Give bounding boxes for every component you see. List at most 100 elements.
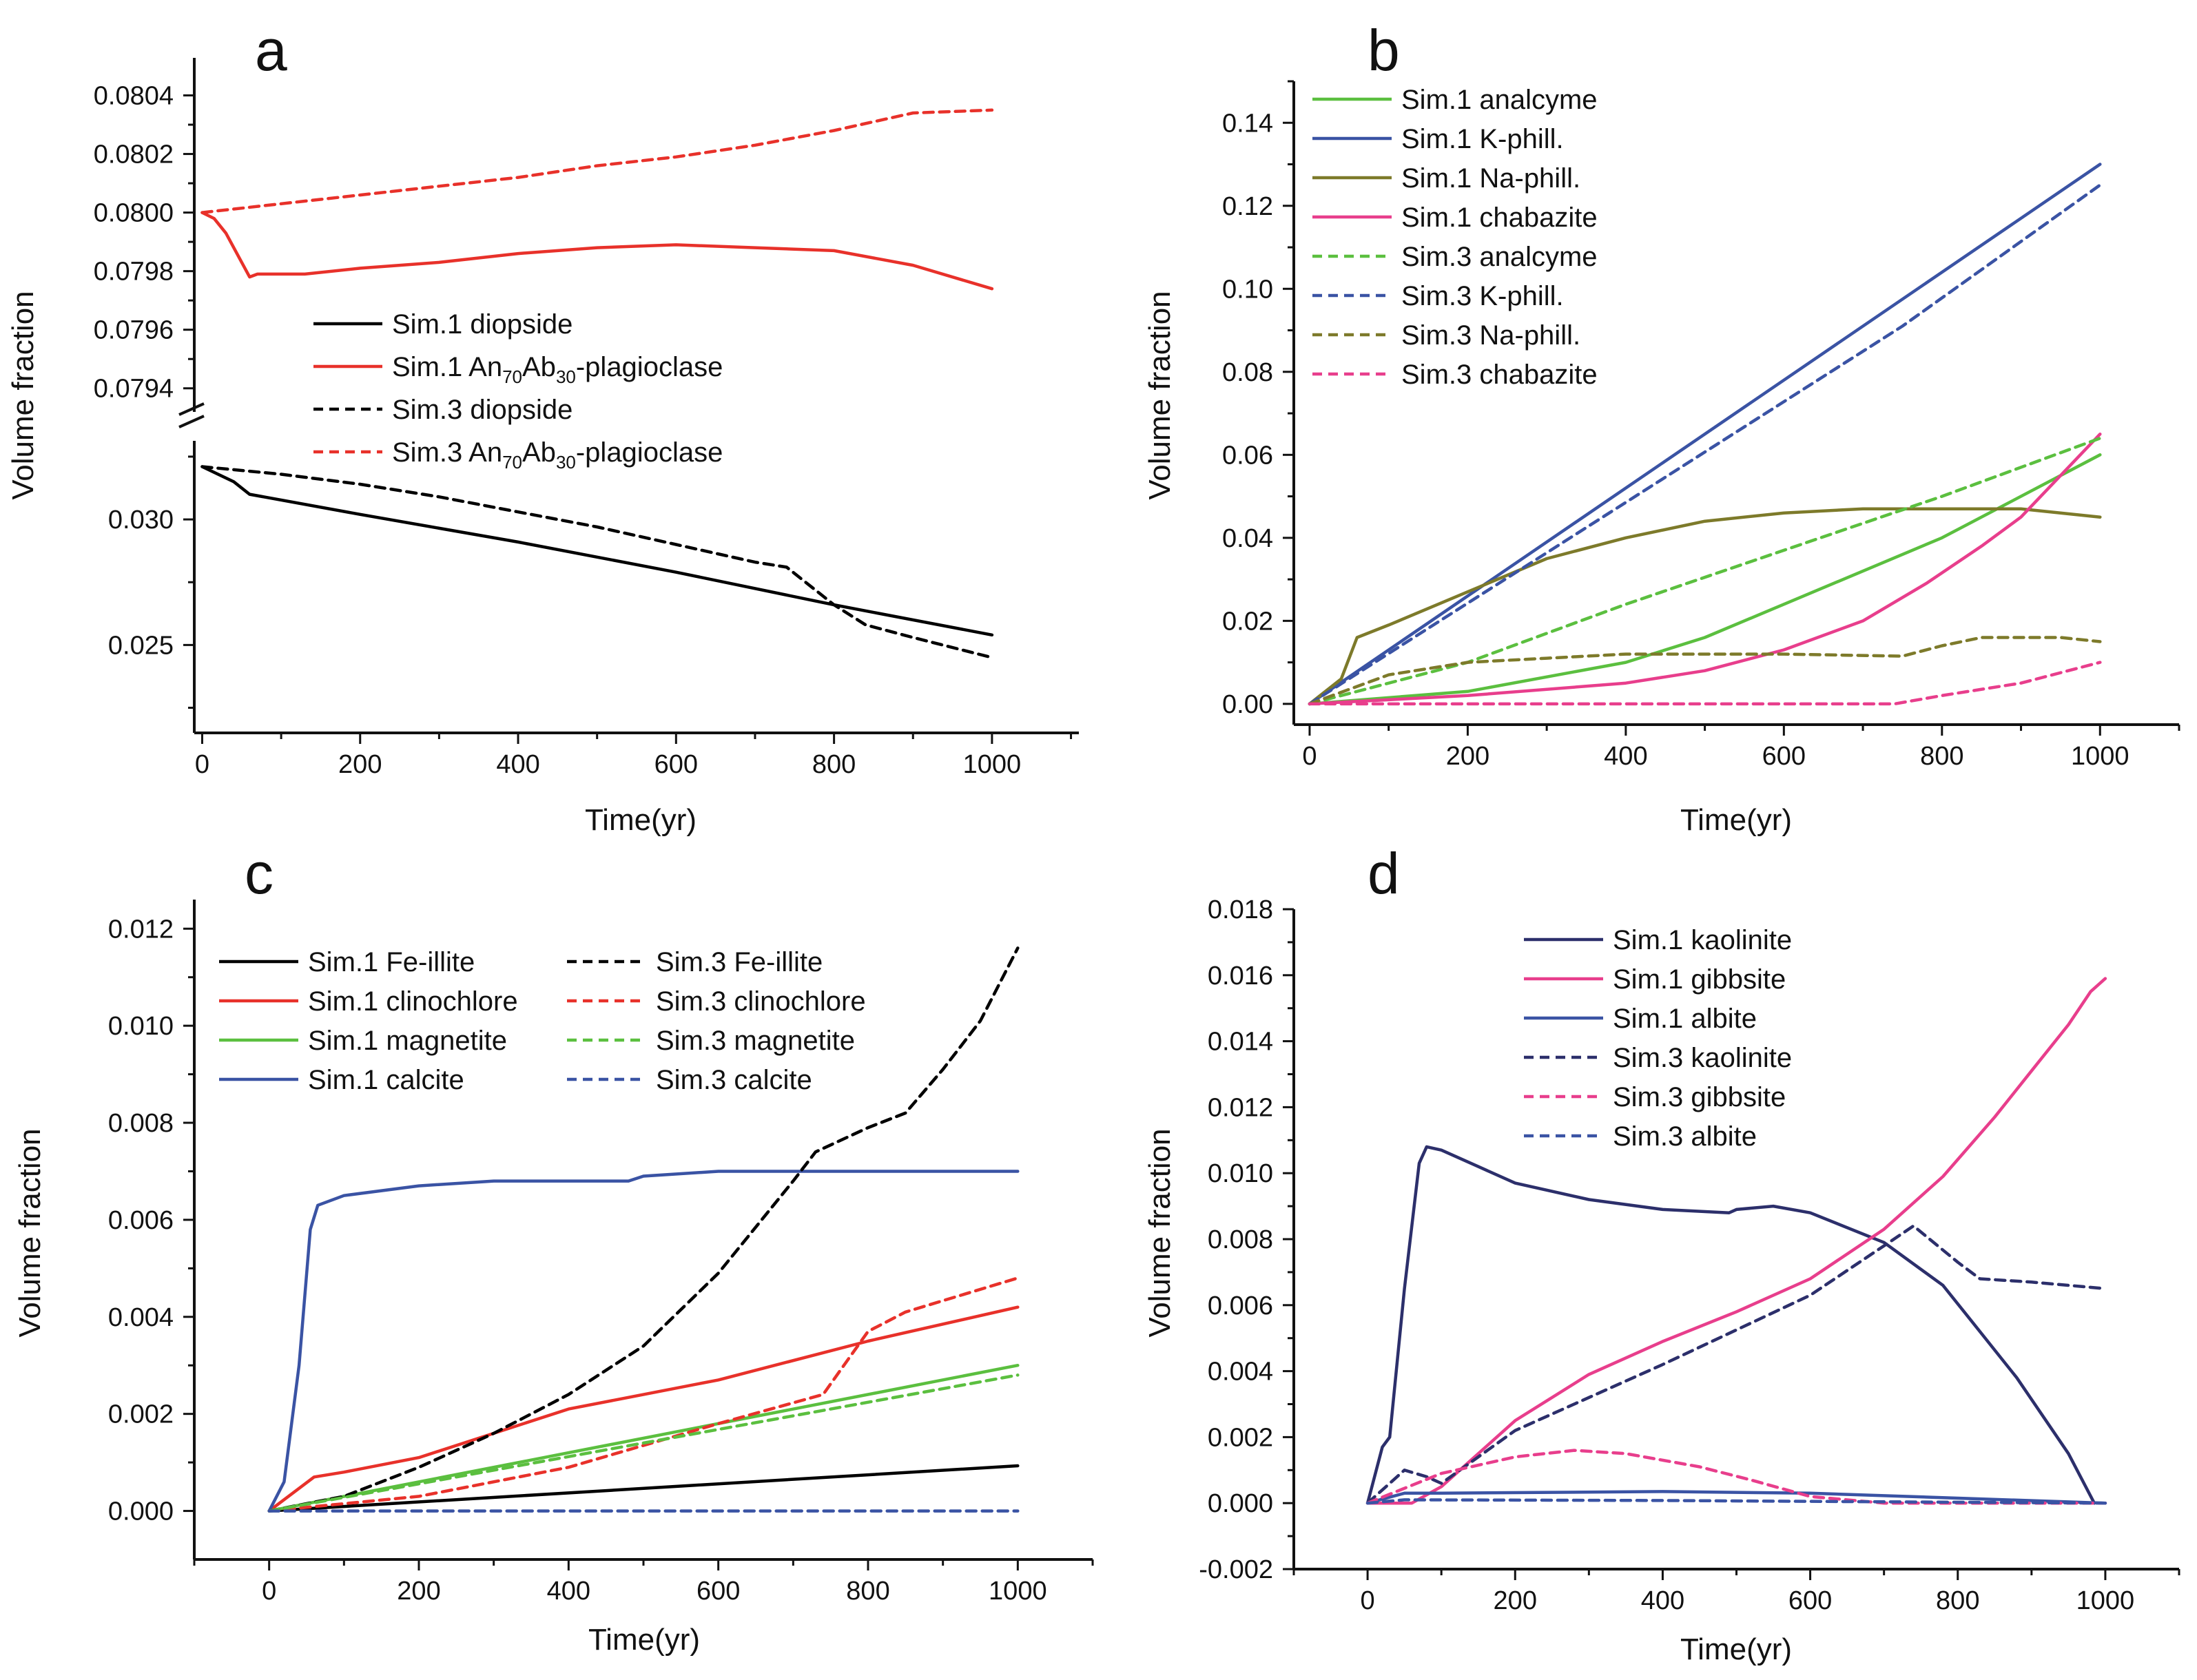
y-tick-label: 0.14 [1222,109,1273,138]
x-axis-title: Time(yr) [1680,1632,1792,1666]
x-tick-label: 800 [1936,1586,1979,1615]
legend-label: Sim.3 calcite [656,1065,812,1095]
x-tick-label: 0 [1302,742,1317,771]
series-line [267,946,1020,1513]
legend-text-part: Sim.3 An [392,437,502,468]
series-line [267,1373,1020,1513]
y-axis-title: Volume fraction [13,1128,47,1337]
y-tick-label: -0.002 [1199,1555,1273,1584]
y-tick-label: 0.08 [1222,358,1273,387]
x-tick-label: 600 [697,1577,740,1606]
y-tick-label: 0.010 [108,1012,174,1041]
legend-label: Sim.1 diopside [392,309,573,340]
legend-label: Sim.3 Na-phill. [1401,320,1580,351]
y-tick-label: 0.018 [1208,895,1273,924]
panel-letter: d [1368,841,1400,906]
legend-text-part: Ab [522,437,556,468]
x-tick-label: 1000 [2071,742,2129,771]
y-tick-label: 0.06 [1222,441,1273,470]
y-tick-label: 0.0804 [94,82,174,111]
panel-letter: b [1368,18,1400,83]
y-tick-label: 0.02 [1222,607,1273,636]
x-tick-label: 800 [1920,742,1963,771]
series-line [1308,436,2102,706]
y-tick-label: 0.0798 [94,258,174,287]
x-tick-label: 400 [1641,1586,1684,1615]
y-tick-label: 0.10 [1222,275,1273,304]
legend-label: Sim.3 gibbsite [1613,1082,1786,1112]
panel-d: d 0 200 400 600 800 1000 -0.002 0.000 0.002 0.004 0… [1143,841,2180,1666]
x-tick-label: 0 [1361,1586,1375,1615]
panel-a: a 0 200 400 600 800 1000 0.0794 0.0796 0.0798 0.08… [6,18,1079,837]
series-line [1308,183,2102,706]
series-line [200,465,994,637]
legend-text-part: -plagioclase [576,352,723,382]
legend-label: Sim.1 calcite [308,1065,464,1095]
y-tick-label: 0.006 [1208,1292,1273,1320]
legend: Sim.1 kaolinite Sim.1 gibbsite Sim.1 albit… [1524,925,1792,1152]
y-tick-label: 0.00 [1222,690,1273,719]
legend-label: Sim.1 Na-phill. [1401,163,1580,194]
legend: Sim.1 Fe-illite Sim.1 clinochlore Sim.1 ma… [219,947,866,1095]
legend-label: Sim.3 analcyme [1401,242,1598,272]
panel-letter: a [255,18,287,83]
legend-label: Sim.1 analcyme [1401,85,1598,115]
series-line [267,1276,1020,1513]
legend-label: Sim.3 An70Ab30-plagioclase [392,437,723,473]
axis-break-mark [178,402,205,428]
legend-text-part: -plagioclase [576,437,723,468]
series-line [1308,163,2102,706]
y-tick-label: 0.04 [1222,524,1273,553]
legend-text-part: Sim.1 An [392,352,502,382]
y-tick-label: 0.008 [108,1109,174,1138]
y-axis-title: Volume fraction [1143,1128,1177,1337]
legend-text-part: Ab [522,352,556,382]
legend-label: Sim.1 gibbsite [1613,964,1786,995]
x-axis-title: Time(yr) [588,1623,700,1657]
legend-label: Sim.1 Fe-illite [308,947,475,977]
legend-label: Sim.3 Fe-illite [656,947,823,977]
x-tick-label: 600 [1788,1586,1832,1615]
legend-subscript: 70 [502,366,522,387]
legend-subscript: 30 [556,366,576,387]
legend-label: Sim.3 clinochlore [656,986,866,1017]
legend-label: Sim.3 albite [1613,1121,1757,1152]
y-tick-label: 0.000 [108,1497,174,1526]
y-tick-label: 0.004 [108,1303,174,1332]
series-line [1365,1145,2096,1505]
series-line [267,1170,1020,1513]
legend-label: Sim.3 chabazite [1401,360,1598,390]
y-tick-label: 0.012 [1208,1093,1273,1122]
x-tick-label: 600 [654,750,698,779]
legend-label: Sim.1 albite [1613,1004,1757,1034]
series-line [1308,661,2102,706]
series-line [1365,1490,2107,1505]
y-tick-label: 0.0802 [94,141,174,169]
legend: Sim.1 analcyme Sim.1 K-phill. Sim.1 Na-phi… [1312,85,1598,390]
legend-label: Sim.1 K-phill. [1401,124,1564,154]
series-line [1308,432,2102,706]
x-tick-label: 200 [397,1577,440,1606]
series-line [1308,453,2102,706]
x-tick-label: 0 [195,750,209,779]
y-axis-title: Volume fraction [6,291,40,499]
y-tick-label: 0.002 [1208,1423,1273,1452]
y-tick-label: 0.008 [1208,1225,1273,1254]
series-line [267,1363,1020,1513]
x-tick-label: 200 [1446,742,1489,771]
y-tick-label: 0.0796 [94,316,174,345]
x-tick-label: 1000 [2076,1586,2135,1615]
x-axis-title: Time(yr) [585,803,697,837]
x-tick-label: 400 [547,1577,590,1606]
panel-b: b 0 200 400 600 800 1000 0.00 0.02 0.04 0.06 0.08 0.… [1143,18,2180,837]
y-tick-label: 0.000 [1208,1489,1273,1518]
y-tick-label: 0.014 [1208,1028,1273,1057]
y-tick-label: 0.12 [1222,192,1273,221]
x-tick-label: 400 [496,750,539,779]
y-tick-label: 0.030 [108,506,174,535]
legend-label: Sim.3 diopside [392,395,573,425]
legend-subscript: 70 [502,452,522,473]
x-tick-label: 800 [846,1577,889,1606]
